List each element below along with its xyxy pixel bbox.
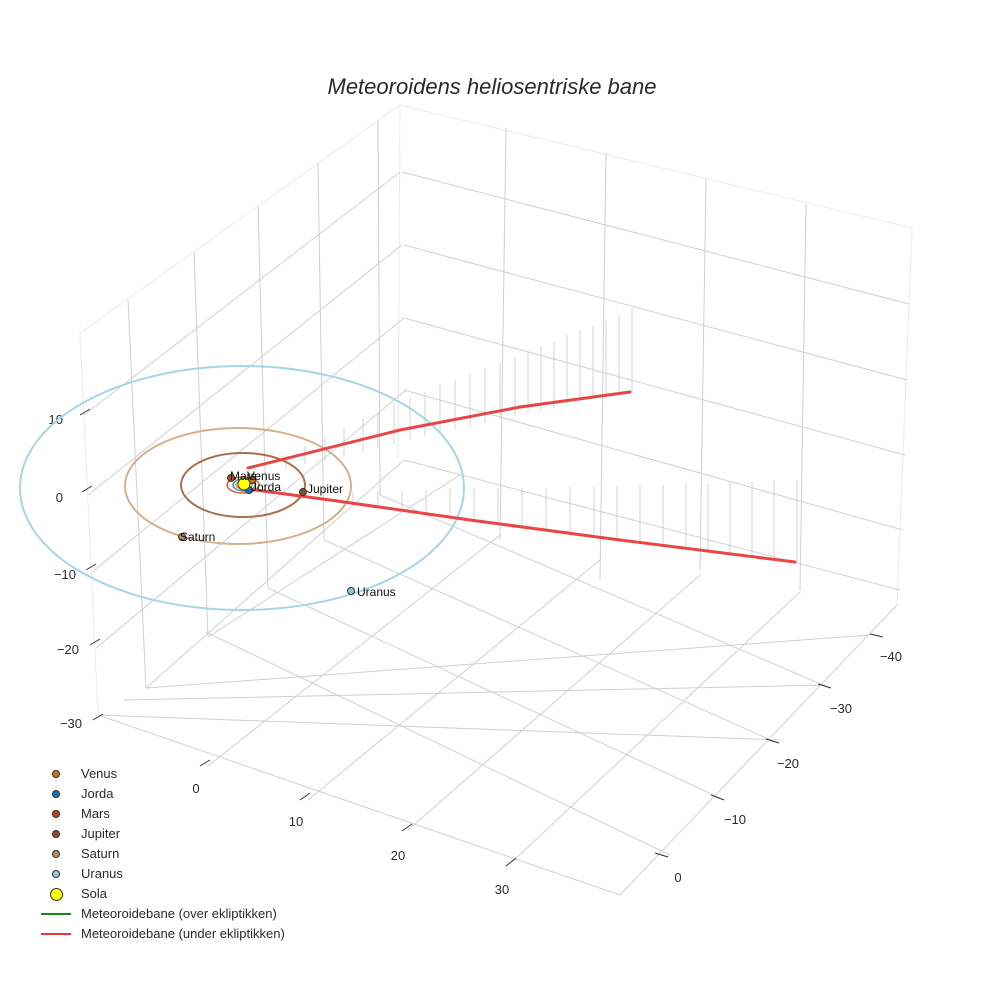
saturn-orbit <box>124 427 352 545</box>
sun-marker <box>237 477 251 491</box>
planet-label-mars: Mars <box>230 469 257 483</box>
legend-item-path-over[interactable]: Meteoroidebane (over ekliptikken) <box>34 904 285 924</box>
legend-item-uranus[interactable]: Uranus <box>34 864 285 884</box>
z-tick-label: −30 <box>60 716 82 731</box>
planet-label-jupiter: Jupiter <box>307 482 343 496</box>
legend-item-sola[interactable]: Sola <box>34 884 285 904</box>
mars-marker <box>227 474 235 482</box>
planet-label-saturn: Saturn <box>180 530 215 544</box>
legend-label: Saturn <box>81 846 120 861</box>
z-tick-label: −20 <box>57 642 79 657</box>
line-swatch-icon <box>41 913 71 915</box>
z-tick-label: 0 <box>56 490 63 505</box>
mars-orbit <box>226 476 260 494</box>
x-tick-label: 20 <box>391 848 405 863</box>
left-wall-grid <box>83 119 407 689</box>
x-tick-label: 30 <box>495 882 509 897</box>
y-tick-label: −20 <box>777 756 799 771</box>
legend-label: Sola <box>81 886 108 901</box>
y-tick-label: −40 <box>880 649 902 664</box>
y-tick-label: −30 <box>830 701 852 716</box>
legend-item-jorda[interactable]: Jorda <box>34 784 285 804</box>
y-tick-label: −10 <box>724 812 746 827</box>
legend-label: Venus <box>81 766 118 781</box>
legend-item-mars[interactable]: Mars <box>34 804 285 824</box>
saturn-marker <box>178 533 186 541</box>
legend-item-path-under[interactable]: Meteoroidebane (under ekliptikken) <box>34 924 285 944</box>
circle-marker-icon <box>52 770 60 778</box>
legend: Venus Jorda Mars Jupiter Saturn Uranus S… <box>34 764 285 944</box>
planet-label-jorda: Jorda <box>251 480 281 494</box>
y-tick-label: 0 <box>674 870 681 885</box>
drop-lines-lower <box>352 480 798 563</box>
jupiter-orbit <box>180 452 306 518</box>
chart-title: Meteoroidens heliosentriske bane <box>327 74 657 99</box>
meteoroid-path-under <box>246 390 797 564</box>
legend-item-saturn[interactable]: Saturn <box>34 844 285 864</box>
axis-ticks <box>79 408 884 867</box>
legend-label: Meteoroidebane (under ekliptikken) <box>81 926 285 941</box>
circle-marker-icon <box>52 830 60 838</box>
sun-marker-icon <box>50 888 63 901</box>
planet-label-uranus: Uranus <box>357 585 396 599</box>
uranus-orbit <box>19 365 465 611</box>
x-tick-label: 0 <box>192 781 199 796</box>
line-swatch-icon <box>41 933 71 935</box>
jupiter-marker <box>299 488 307 496</box>
planets <box>178 474 355 595</box>
uranus-marker <box>347 587 355 595</box>
planet-label-venus: Venus <box>247 469 280 483</box>
circle-marker-icon <box>52 850 60 858</box>
legend-item-jupiter[interactable]: Jupiter <box>34 824 285 844</box>
legend-label: Meteoroidebane (over ekliptikken) <box>81 906 277 921</box>
legend-label: Uranus <box>81 866 123 881</box>
legend-label: Jupiter <box>81 826 121 841</box>
z-tick-label: 10 <box>49 412 63 427</box>
circle-marker-icon <box>52 810 60 818</box>
circle-marker-icon <box>52 790 60 798</box>
legend-label: Mars <box>81 806 110 821</box>
circle-marker-icon <box>52 870 60 878</box>
legend-item-venus[interactable]: Venus <box>34 764 285 784</box>
x-tick-label: 10 <box>289 814 303 829</box>
z-tick-label: −10 <box>54 567 76 582</box>
floor-grid <box>97 459 898 896</box>
legend-label: Jorda <box>81 786 114 801</box>
back-wall-grid <box>401 127 910 591</box>
orbits <box>19 365 465 611</box>
